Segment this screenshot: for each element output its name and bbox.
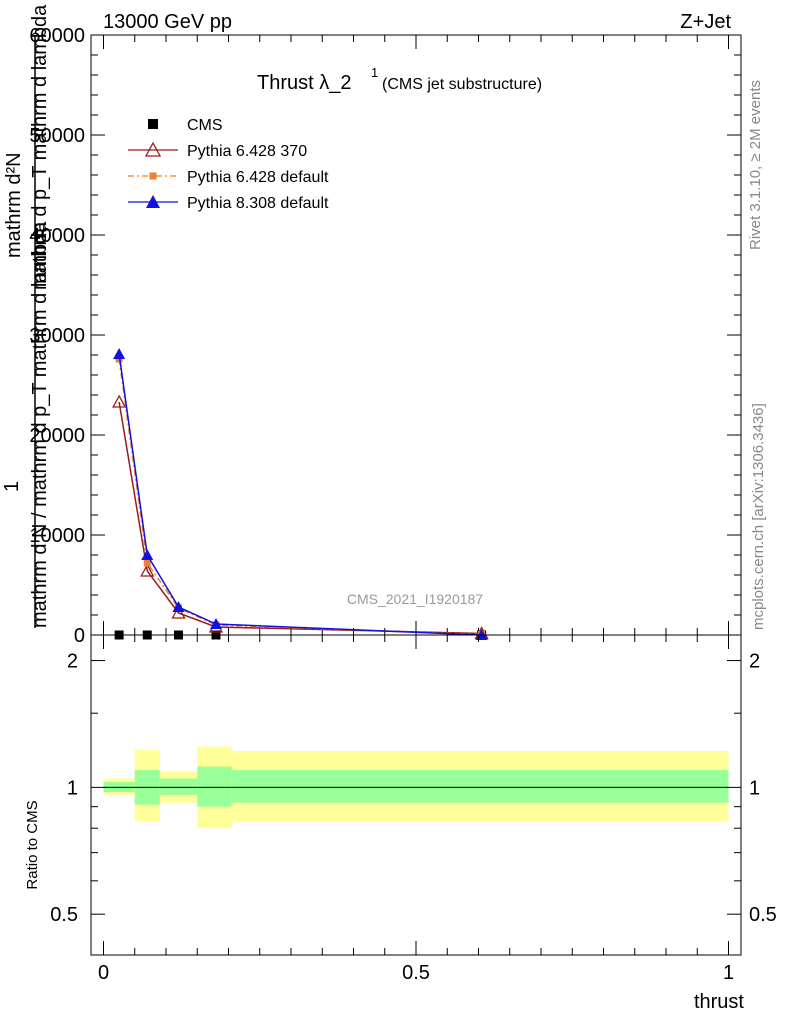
ratio-band-green: [197, 766, 232, 807]
y-tick-label: 30000: [29, 325, 85, 347]
legend-entry: Pythia 6.428 370: [128, 141, 307, 160]
y-tick-label: 20000: [29, 425, 85, 447]
ratio-axis-ticks: 0.5 0.5 1 1 2 2 0 0.5 1: [50, 635, 777, 984]
ratio-bands: [103, 746, 729, 829]
ratio-y-tick-label: 2: [67, 651, 78, 673]
y-tick-label: 40000: [29, 225, 85, 247]
legend-marker: [144, 141, 162, 157]
ylabel-subscript: T: [40, 226, 55, 234]
legend-label: Pythia 6.428 default: [187, 169, 329, 186]
ratio-y-tick-label-right: 1: [749, 777, 760, 799]
y-tick-label: 50000: [29, 125, 85, 147]
pythia8-point: [113, 348, 126, 359]
series-line: [118, 401, 482, 635]
header-left: 13000 GeV pp: [103, 11, 232, 33]
ratio-y-tick-label-right: 2: [749, 651, 760, 673]
x-tick-label: 0.5: [402, 962, 430, 984]
legend-label: Pythia 6.428 370: [187, 143, 307, 160]
ylabel-numerator: mathrm d²N: [3, 152, 25, 258]
pythia8-point: [210, 618, 222, 629]
plot-title-superscript: 1: [371, 65, 378, 80]
legend-label: CMS: [187, 117, 223, 134]
legend-marker: [149, 172, 157, 180]
ratio-ylabel: Ratio to CMS: [24, 800, 41, 889]
plot-title-subtitle: (CMS jet substructure): [382, 76, 542, 93]
plot-title: Thrust λ_2: [257, 72, 351, 94]
legend-marker-cms: [148, 119, 158, 129]
legend-entry: CMS: [148, 117, 223, 134]
pythia6-370-point: [140, 563, 155, 577]
ratio-band-green: [159, 778, 198, 795]
pythia6-default-point: [143, 559, 151, 567]
x-tick-label: 1: [723, 962, 734, 984]
pythia6-370-point: [171, 605, 186, 619]
top-axis-ticks: 0 10000 20000 30000 40000 50000 60000: [29, 25, 741, 647]
pythia8-point: [172, 601, 185, 612]
x-axis-label: thrust: [694, 991, 744, 1013]
legend-entry: Pythia 6.428 default: [128, 169, 329, 186]
y-tick-label: 60000: [29, 25, 85, 47]
top-ylabel: mathrm d²N mathrm d p_T mathrm d lambda …: [1, 4, 55, 628]
legend-marker: [146, 195, 160, 208]
x-tick-label: 0: [98, 962, 109, 984]
ratio-y-tick-label: 1: [67, 777, 78, 799]
ratio-y-tick-label-right: 0.5: [749, 904, 777, 926]
ratio-band-green: [231, 769, 729, 803]
ratio-y-tick-label: 0.5: [50, 904, 78, 926]
y-tick-label: 0: [74, 625, 85, 647]
ylabel-prefix: 1: [1, 481, 23, 492]
legend-entry: Pythia 8.308 default: [128, 195, 329, 212]
rivet-label: Rivet 3.1.10, ≥ 2M events: [747, 80, 764, 250]
legend-label: Pythia 8.308 default: [187, 195, 329, 212]
mcplots-label: mcplots.cern.ch [arXiv:1306.3436]: [750, 403, 767, 630]
pythia8-point: [141, 549, 154, 560]
header-right: Z+Jet: [680, 11, 731, 33]
ylabel-denominator-2: mathrm d N / mathrm d p_T mathrm d lambd…: [29, 221, 51, 628]
pythia6-370-point: [112, 394, 127, 408]
analysis-watermark: CMS_2021_I1920187: [347, 591, 483, 607]
y-tick-label: 10000: [29, 525, 85, 547]
legend: CMS Pythia 6.428 370 Pythia 6.428 default P…: [128, 117, 329, 212]
